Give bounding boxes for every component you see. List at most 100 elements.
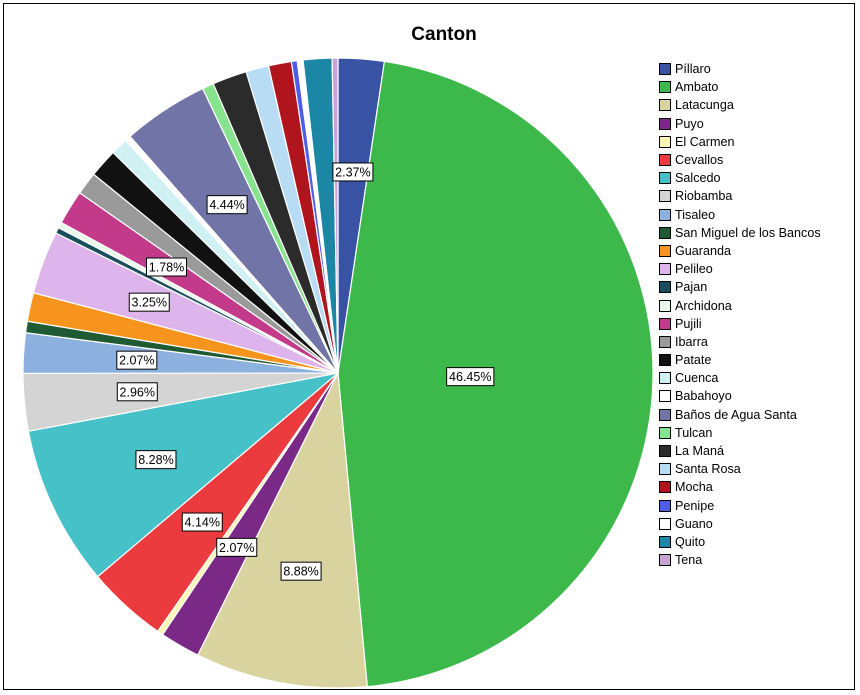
- legend-label: Tulcan: [675, 425, 713, 440]
- legend-swatch: [659, 408, 671, 421]
- legend-swatch: [659, 335, 671, 348]
- data-label-text: 2.07%: [219, 541, 254, 555]
- data-label-text: 46.45%: [449, 370, 491, 384]
- legend-swatch: [659, 117, 671, 130]
- data-label-salcedo: 8.28%: [135, 450, 177, 470]
- legend-swatch: [659, 426, 671, 439]
- legend-label: Babahoyo: [675, 389, 732, 404]
- legend-label: Cuenca: [675, 371, 719, 386]
- data-label-text: 4.14%: [185, 516, 220, 530]
- legend-swatch: [659, 390, 671, 403]
- data-label-text: 8.88%: [283, 565, 318, 579]
- pie-slice-salcedo: [27, 371, 341, 578]
- legend-item-tulcan: Tulcan: [659, 424, 821, 442]
- legend-label: Quito: [675, 534, 706, 549]
- data-label-ambato: 46.45%: [446, 367, 495, 387]
- legend-item-ibarra: Ibarra: [659, 333, 821, 351]
- data-label-riobamba: 2.96%: [116, 382, 158, 402]
- data-label-banos-de-agua-santa: 4.44%: [206, 195, 248, 215]
- legend-item-quito: Quito: [659, 533, 821, 551]
- legend-item-cuenca: Cuenca: [659, 369, 821, 387]
- data-label-text: 3.25%: [132, 296, 167, 310]
- legend-swatch: [659, 317, 671, 330]
- legend-swatch: [659, 499, 671, 512]
- legend-swatch: [659, 81, 671, 94]
- legend-label: Ambato: [675, 80, 719, 95]
- legend-item-banos-de-agua-santa: Baños de Agua Santa: [659, 406, 821, 424]
- data-label-text: 2.96%: [120, 385, 155, 399]
- legend-label: Píllaro: [675, 62, 711, 77]
- legend-item-babahoyo: Babahoyo: [659, 387, 821, 405]
- legend-label: Penipe: [675, 498, 715, 513]
- data-label-pillaro: 2.37%: [332, 162, 374, 182]
- legend-swatch: [659, 463, 671, 476]
- pie-slice-latacunga: [196, 370, 368, 689]
- legend-swatch: [659, 63, 671, 76]
- legend-item-latacunga: Latacunga: [659, 96, 821, 114]
- legend-item-pajan: Pajan: [659, 278, 821, 296]
- legend-swatch: [659, 172, 671, 185]
- data-label-pelileo: 3.25%: [128, 292, 170, 312]
- legend-item-riobamba: Riobamba: [659, 187, 821, 205]
- legend-label: Cevallos: [675, 153, 724, 168]
- legend-item-san-miguel-de-los-bancos: San Miguel de los Bancos: [659, 224, 821, 242]
- legend-swatch: [659, 481, 671, 494]
- legend-label: Puyo: [675, 116, 704, 131]
- legend-swatch: [659, 517, 671, 530]
- legend-item-el-carmen: El Carmen: [659, 133, 821, 151]
- legend-label: Patate: [675, 353, 712, 368]
- data-label-text: 2.07%: [119, 354, 154, 368]
- chart-title: Canton: [411, 24, 477, 45]
- legend-item-tena: Tena: [659, 551, 821, 569]
- legend-swatch: [659, 226, 671, 239]
- pie-slice-tena: [331, 57, 339, 374]
- legend-label: Tisaleo: [675, 207, 716, 222]
- data-label-text: 8.28%: [138, 453, 173, 467]
- pie-slice-ambato: [337, 60, 654, 688]
- legend-item-pujili: Pujili: [659, 315, 821, 333]
- chart-frame: Canton 2.37% 46.45% 8.88% 2.07% 4.14% 8.28% 2.…: [3, 3, 855, 690]
- legend-label: Santa Rosa: [675, 462, 741, 477]
- legend-label: Salcedo: [675, 171, 721, 186]
- legend-swatch: [659, 299, 671, 312]
- legend-item-santa-rosa: Santa Rosa: [659, 460, 821, 478]
- legend-label: San Miguel de los Bancos: [675, 225, 821, 240]
- legend-label: Pajan: [675, 280, 708, 295]
- legend: Píllaro Ambato Latacunga Puyo El Carmen Ceval…: [659, 60, 821, 569]
- legend-swatch: [659, 354, 671, 367]
- data-label-text: 4.44%: [209, 198, 244, 212]
- legend-label: Tena: [675, 553, 703, 568]
- legend-label: Baños de Agua Santa: [675, 407, 797, 422]
- legend-item-cevallos: Cevallos: [659, 151, 821, 169]
- legend-swatch: [659, 554, 671, 567]
- legend-item-pillaro: Píllaro: [659, 60, 821, 78]
- legend-item-guano: Guano: [659, 515, 821, 533]
- legend-swatch: [659, 281, 671, 294]
- data-label-text: 1.78%: [149, 261, 184, 275]
- legend-label: Guaranda: [675, 243, 732, 258]
- legend-label: Pelileo: [675, 262, 713, 277]
- legend-swatch: [659, 154, 671, 167]
- data-label-text: 2.37%: [335, 165, 370, 179]
- legend-item-ambato: Ambato: [659, 78, 821, 96]
- data-label-latacunga: 8.88%: [280, 561, 322, 581]
- legend-label: Pujili: [675, 316, 702, 331]
- legend-item-mocha: Mocha: [659, 478, 821, 496]
- legend-swatch: [659, 445, 671, 458]
- legend-label: Riobamba: [675, 189, 733, 204]
- legend-label: Archidona: [675, 298, 732, 313]
- legend-swatch: [659, 190, 671, 203]
- legend-swatch: [659, 535, 671, 548]
- legend-swatch: [659, 263, 671, 276]
- pie-chart: 2.37% 46.45% 8.88% 2.07% 4.14% 8.28% 2.96% 2.07…: [22, 57, 654, 689]
- legend-item-salcedo: Salcedo: [659, 169, 821, 187]
- legend-label: El Carmen: [675, 134, 735, 149]
- legend-item-penipe: Penipe: [659, 497, 821, 515]
- legend-swatch: [659, 135, 671, 148]
- legend-label: Latacunga: [675, 98, 734, 113]
- data-label-puyo: 2.07%: [216, 537, 258, 557]
- legend-swatch: [659, 372, 671, 385]
- legend-label: La Maná: [675, 444, 725, 459]
- data-label-tisaleo: 2.07%: [116, 350, 158, 370]
- legend-item-archidona: Archidona: [659, 296, 821, 314]
